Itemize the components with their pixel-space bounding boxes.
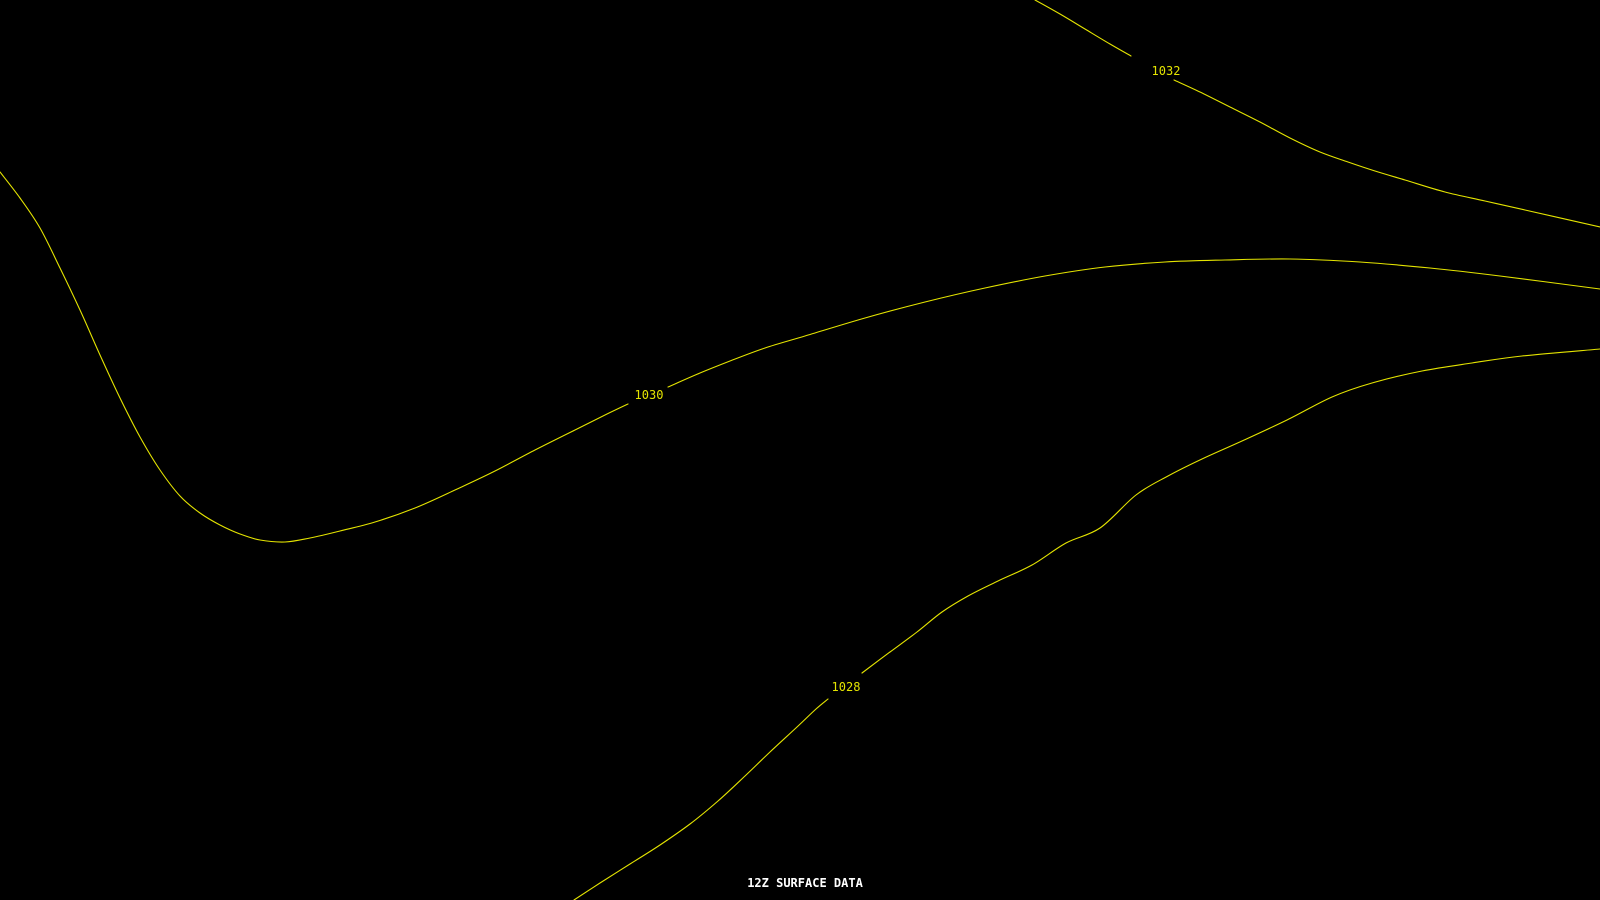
isobar-1030-line (667, 258, 1600, 388)
isobar-1030-line (0, 171, 629, 543)
isobar-1032-label: 1032 (1152, 64, 1181, 78)
isobar-1028-label: 1028 (832, 680, 861, 694)
isobar-1030-label: 1030 (635, 388, 664, 402)
isobar-1032-line (1034, 0, 1132, 57)
isobar-1028-line (573, 698, 829, 900)
isobar-1028-line (861, 348, 1600, 674)
isobar-1032-line (1173, 79, 1600, 228)
map-caption: 12Z SURFACE DATA (747, 876, 863, 890)
